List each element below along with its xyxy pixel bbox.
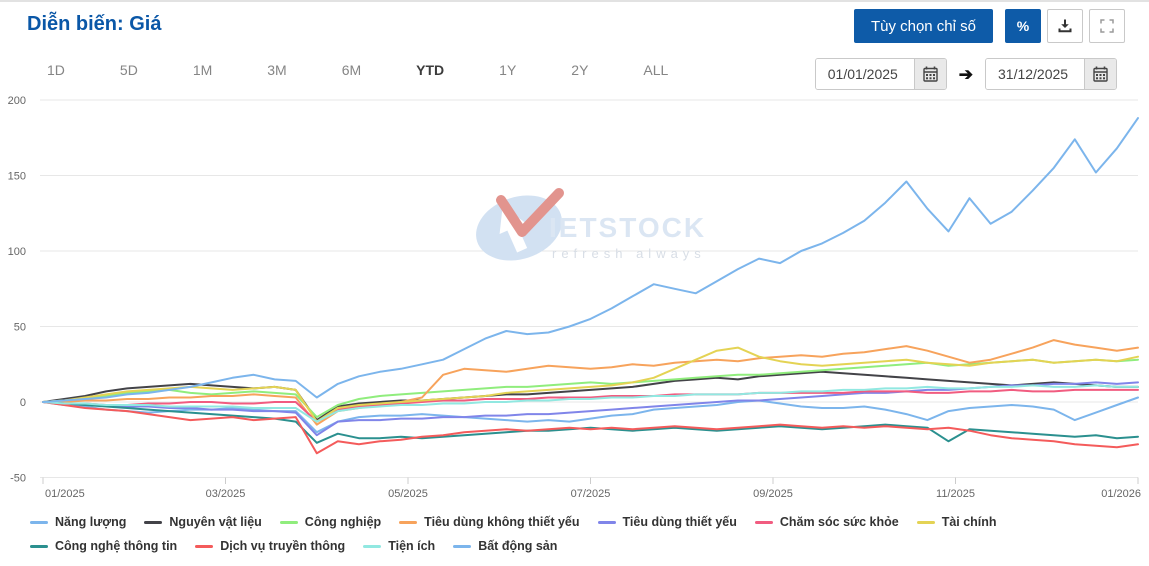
legend-label: Tiêu dùng không thiết yếu <box>424 515 580 529</box>
legend-item-10[interactable]: Bất động sản <box>453 539 557 553</box>
range-button-2y[interactable]: 2Y <box>571 62 589 78</box>
legend-item-1[interactable]: Nguyên vật liệu <box>144 515 262 529</box>
legend-swatch <box>144 520 163 524</box>
fullscreen-icon <box>1100 19 1114 33</box>
options-button[interactable]: Tùy chọn chỉ số <box>853 9 993 43</box>
series-line-6 <box>42 346 1139 423</box>
arrow-right-icon: ➔ <box>958 64 973 84</box>
from-date-group <box>814 58 947 90</box>
y-axis-label: 150 <box>8 171 26 183</box>
y-axis-label: 200 <box>8 95 26 107</box>
legend-label: Công nghiệp <box>304 515 382 529</box>
chart-axes: 200 150 100 50 0 -50 01/2025 03/2025 05/2025 07/2… <box>8 95 1141 500</box>
chart-area[interactable]: IETSTOCK refresh always 200 150 100 50 0 -50 0… <box>0 92 1149 504</box>
x-axis-label: 01/2026 <box>1101 488 1141 500</box>
to-date-input[interactable] <box>986 59 1084 89</box>
chart-grid <box>40 99 1138 478</box>
download-button[interactable] <box>1047 9 1083 43</box>
legend-label: Dịch vụ truyền thông <box>220 539 346 553</box>
watermark-v-mark <box>496 188 564 237</box>
legend-swatch <box>399 520 418 524</box>
legend-swatch <box>453 544 472 548</box>
legend-item-3[interactable]: Tiêu dùng không thiết yếu <box>399 515 580 529</box>
y-axis-label: 50 <box>14 322 26 334</box>
range-button-6m[interactable]: 6M <box>341 62 362 78</box>
x-axis-label: 03/2025 <box>206 488 246 500</box>
range-button-1d[interactable]: 1D <box>47 62 65 78</box>
calendar-icon <box>923 66 938 82</box>
legend-item-9[interactable]: Tiện ích <box>363 539 435 553</box>
price-chart[interactable]: IETSTOCK refresh always 200 150 100 50 0 -50 0… <box>0 92 1149 504</box>
x-axis-label: 09/2025 <box>753 488 793 500</box>
legend-label: Tài chính <box>941 515 997 529</box>
legend-swatch <box>597 520 616 524</box>
x-axis-label: 01/2025 <box>45 488 85 500</box>
x-axis-label: 07/2025 <box>571 488 611 500</box>
series-line-5 <box>42 388 1139 423</box>
series-line-0 <box>42 396 1139 434</box>
range-button-5d[interactable]: 5D <box>119 62 138 78</box>
watermark-brand: IETSTOCK <box>549 212 706 243</box>
legend-swatch <box>279 520 298 524</box>
range-button-1m[interactable]: 1M <box>192 62 213 78</box>
date-range-picker: ➔ <box>814 58 1117 90</box>
legend-swatch <box>195 544 214 548</box>
page-title: Diễn biến: Giá <box>27 13 162 35</box>
series-line-1 <box>42 370 1139 422</box>
legend-label: Tiêu dùng thiết yếu <box>622 515 737 529</box>
calendar-icon <box>1093 66 1108 82</box>
y-axis-label: 100 <box>8 246 26 258</box>
toolbar: Tùy chọn chỉ số % <box>853 9 1125 43</box>
series-line-9 <box>42 384 1139 423</box>
legend-label: Công nghệ thông tin <box>55 539 178 553</box>
legend-swatch <box>754 520 773 524</box>
percent-toggle-button[interactable]: % <box>1005 9 1041 43</box>
fullscreen-button[interactable] <box>1089 9 1125 43</box>
x-axis-label: 05/2025 <box>388 488 428 500</box>
to-date-group <box>985 58 1117 90</box>
legend-swatch <box>916 520 935 524</box>
legend-item-6[interactable]: Tài chính <box>916 515 997 529</box>
legend-label: Năng lượng <box>55 515 127 529</box>
to-date-calendar-button[interactable] <box>1084 59 1116 89</box>
from-date-input[interactable] <box>815 59 914 89</box>
legend-label: Nguyên vật liệu <box>169 515 262 529</box>
range-selector: 1D 5D 1M 3M 6M YTD 1Y 2Y ALL <box>47 62 668 78</box>
legend-item-0[interactable]: Năng lượng <box>30 515 126 529</box>
legend-item-7[interactable]: Công nghệ thông tin <box>30 539 177 553</box>
legend-label: Bất động sản <box>478 539 558 553</box>
legend-item-5[interactable]: Chăm sóc sức khỏe <box>754 515 899 529</box>
legend-swatch <box>30 544 48 548</box>
legend-label: Tiện ích <box>388 539 436 553</box>
y-axis-label: 0 <box>20 397 26 409</box>
range-button-all[interactable]: ALL <box>643 62 669 78</box>
legend-item-4[interactable]: Tiêu dùng thiết yếu <box>597 515 737 529</box>
watermark-tagline: refresh always <box>552 246 706 261</box>
legend-item-8[interactable]: Dịch vụ truyền thông <box>195 539 345 553</box>
series-line-8 <box>42 401 1139 455</box>
series-line-3 <box>42 339 1139 426</box>
from-date-calendar-button[interactable] <box>913 59 946 89</box>
legend-swatch <box>30 520 48 524</box>
chart-series <box>42 117 1139 455</box>
chart-legend: Năng lượng Nguyên vật liệu Công nghiệp Tiêu… <box>30 515 1142 553</box>
legend-label: Chăm sóc sức khỏe <box>779 515 899 529</box>
range-button-1y[interactable]: 1Y <box>499 62 517 78</box>
series-line-10 <box>42 117 1139 403</box>
legend-swatch <box>363 544 382 548</box>
x-axis-label: 11/2025 <box>936 488 975 500</box>
vietstock-watermark: IETSTOCK refresh always <box>476 188 706 261</box>
download-icon <box>1058 19 1072 33</box>
range-button-ytd[interactable]: YTD <box>416 62 445 78</box>
series-line-7 <box>42 401 1139 444</box>
legend-item-2[interactable]: Công nghiệp <box>279 515 382 529</box>
y-axis-label: -50 <box>10 473 26 485</box>
range-button-3m[interactable]: 3M <box>267 62 287 78</box>
